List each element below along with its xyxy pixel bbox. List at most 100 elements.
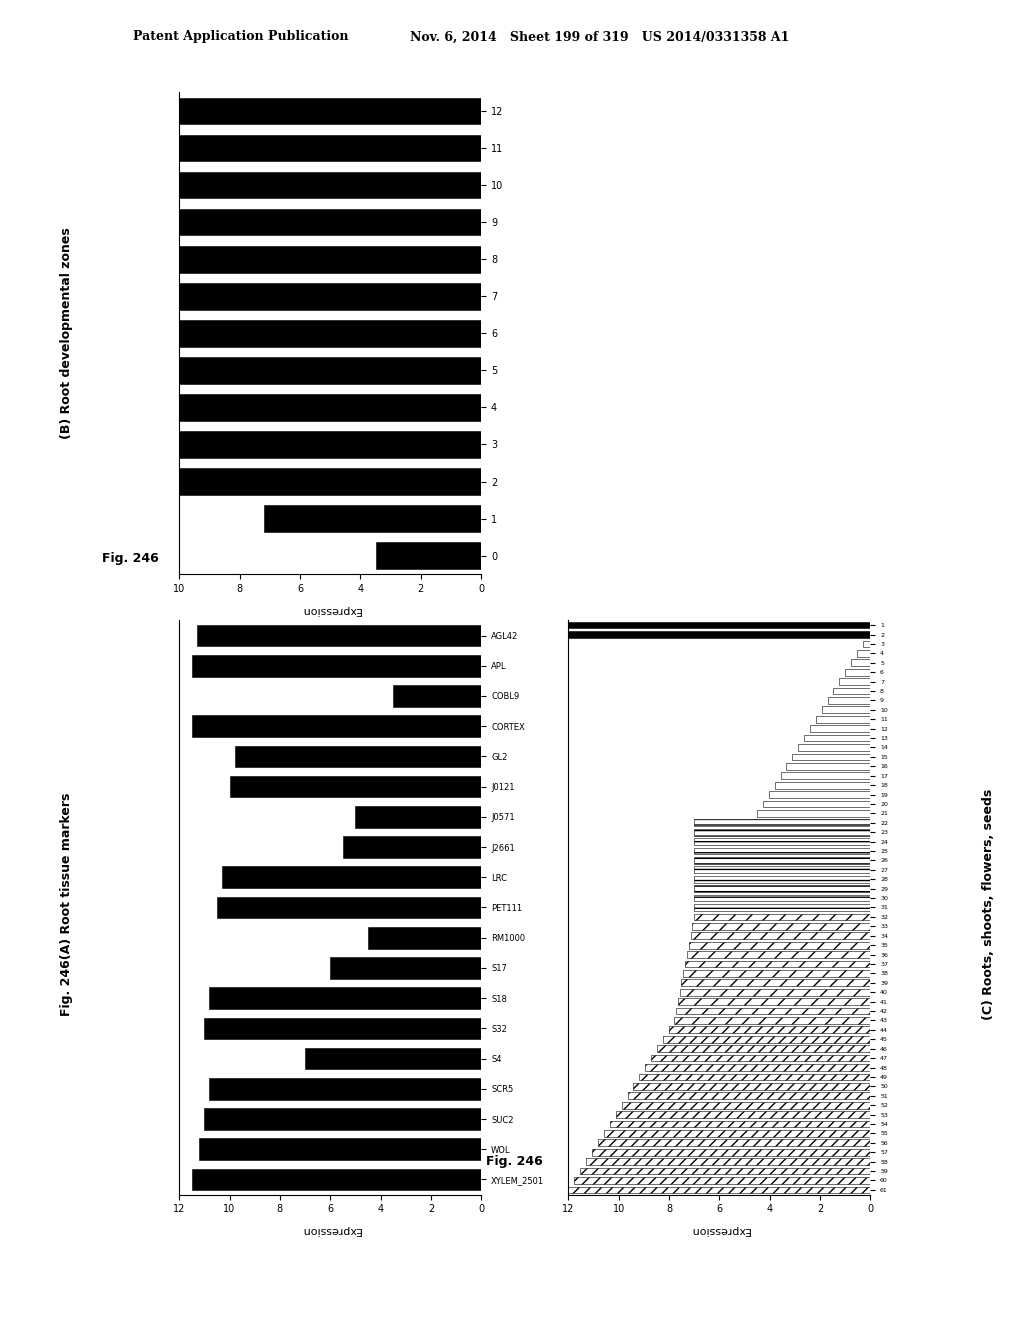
Bar	[804, 735, 870, 742]
Bar	[786, 763, 870, 770]
Text: (C) Roots, shoots, flowers, seeds: (C) Roots, shoots, flowers, seeds	[982, 788, 994, 1020]
Bar	[205, 1018, 481, 1039]
Bar	[694, 857, 870, 863]
Bar	[568, 1187, 870, 1193]
Text: Nov. 6, 2014   Sheet 199 of 319   US 2014/0331358 A1: Nov. 6, 2014 Sheet 199 of 319 US 2014/03…	[410, 30, 788, 44]
Bar	[664, 1036, 870, 1043]
Bar	[687, 952, 870, 958]
Bar	[674, 1018, 870, 1024]
Bar	[592, 1148, 870, 1155]
Bar	[694, 820, 870, 826]
Bar	[179, 246, 481, 272]
Bar	[568, 631, 870, 638]
Bar	[209, 1078, 481, 1100]
Bar	[628, 1093, 870, 1100]
Bar	[810, 725, 870, 733]
X-axis label: Expression: Expression	[300, 605, 360, 615]
Bar	[179, 319, 481, 347]
Text: Fig. 246(A) Root tissue markers: Fig. 246(A) Root tissue markers	[60, 792, 73, 1016]
Bar	[205, 1109, 481, 1130]
Bar	[622, 1102, 870, 1109]
Bar	[780, 772, 870, 779]
Bar	[863, 640, 870, 647]
Bar	[799, 744, 870, 751]
Bar	[634, 1082, 870, 1090]
Bar	[690, 932, 870, 939]
Text: Fig. 246: Fig. 246	[102, 552, 159, 565]
Bar	[264, 506, 481, 532]
Bar	[376, 543, 481, 569]
Bar	[581, 1168, 870, 1175]
Bar	[763, 800, 870, 808]
Bar	[857, 649, 870, 657]
Bar	[179, 469, 481, 495]
Text: Patent Application Publication: Patent Application Publication	[133, 30, 348, 44]
Bar	[694, 895, 870, 902]
Bar	[217, 896, 481, 919]
Bar	[757, 810, 870, 817]
Bar	[586, 1158, 870, 1166]
Bar	[840, 678, 870, 685]
Bar	[305, 1048, 481, 1069]
Bar	[694, 866, 870, 874]
Bar	[676, 1007, 870, 1015]
Bar	[179, 209, 481, 235]
Bar	[568, 622, 870, 628]
Bar	[678, 998, 870, 1005]
Bar	[200, 1138, 481, 1160]
Bar	[834, 688, 870, 694]
Bar	[191, 1168, 481, 1191]
Bar	[694, 876, 870, 883]
Bar	[845, 669, 870, 676]
Text: Fig. 246: Fig. 246	[486, 1155, 543, 1168]
Bar	[645, 1064, 870, 1071]
Bar	[343, 836, 481, 858]
Bar	[179, 395, 481, 421]
Bar	[816, 715, 870, 722]
Bar	[229, 776, 481, 797]
Bar	[179, 135, 481, 161]
Bar	[692, 923, 870, 929]
Bar	[681, 979, 870, 986]
Bar	[694, 886, 870, 892]
Bar	[775, 781, 870, 788]
Bar	[574, 1177, 870, 1184]
Bar	[685, 961, 870, 968]
Bar	[330, 957, 481, 979]
Bar	[191, 655, 481, 677]
Bar	[222, 866, 481, 888]
Bar	[694, 913, 870, 920]
Bar	[651, 1055, 870, 1061]
Bar	[197, 624, 481, 647]
Bar	[827, 697, 870, 704]
Bar	[191, 715, 481, 737]
Bar	[179, 172, 481, 198]
Bar	[368, 927, 481, 949]
X-axis label: Expression: Expression	[300, 1225, 360, 1236]
Bar	[209, 987, 481, 1008]
Bar	[694, 847, 870, 854]
Text: (B) Root developmental zones: (B) Root developmental zones	[60, 227, 73, 438]
Bar	[689, 941, 870, 949]
Bar	[851, 660, 870, 667]
Bar	[657, 1045, 870, 1052]
Bar	[179, 282, 481, 310]
Bar	[821, 706, 870, 713]
Bar	[609, 1121, 870, 1127]
Bar	[604, 1130, 870, 1137]
X-axis label: Expression: Expression	[689, 1225, 750, 1236]
Bar	[683, 970, 870, 977]
Bar	[598, 1139, 870, 1146]
Bar	[393, 685, 481, 706]
Bar	[769, 791, 870, 797]
Bar	[179, 432, 481, 458]
Bar	[793, 754, 870, 760]
Bar	[694, 838, 870, 845]
Bar	[179, 98, 481, 124]
Bar	[680, 989, 870, 995]
Bar	[355, 807, 481, 828]
Bar	[615, 1111, 870, 1118]
Bar	[639, 1073, 870, 1080]
Bar	[179, 356, 481, 384]
Bar	[694, 829, 870, 836]
